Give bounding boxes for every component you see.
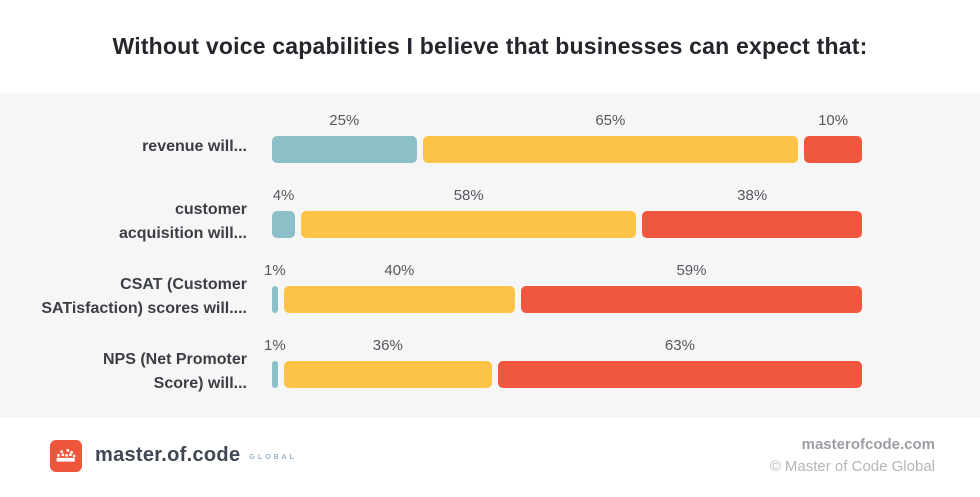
category-label: CSAT (Customer SATisfaction) scores will… (41, 276, 247, 317)
bar-value-label: 40% (384, 262, 415, 279)
footer-credits: masterofcode.com © Master of Code Global (770, 436, 935, 475)
bar-segment-series-2: 65% (422, 112, 799, 163)
bar-value-label: 25% (329, 112, 360, 129)
bar-group: 1% 40% 59% (264, 262, 862, 313)
copyright-text: © Master of Code Global (769, 458, 935, 475)
chart-rows: revenue will... 25% 65% 10% customer acquisi… (0, 109, 980, 409)
bar-segment-series-2: 40% (283, 262, 515, 313)
bar-value-label: 59% (676, 262, 707, 279)
bar-segment-series-3: 63% (497, 337, 862, 388)
bar-group: 25% 65% 10% (272, 112, 862, 163)
bar-segment-series-3: 10% (804, 112, 862, 163)
chart-row: customer acquisition will... 4% 58% 38% (0, 184, 980, 259)
brand-name: master.of.code (95, 444, 241, 466)
bar-group: 1% 36% 63% (264, 337, 862, 388)
bar-segment-series-1: 25% (272, 112, 417, 163)
category-label: customer acquisition will... (118, 201, 247, 242)
bar-value-label: 36% (372, 337, 403, 354)
brand-crown-icon (50, 439, 82, 472)
bar-segment-series-1: 1% (264, 337, 286, 388)
bar-value-label: 38% (737, 187, 768, 204)
bar-value-label: 58% (453, 187, 484, 204)
master-of-code-logo: master.of.code GLOBAL (50, 439, 297, 472)
bar-value-label: 65% (595, 112, 626, 129)
bar-value-label: 10% (818, 112, 849, 129)
chart-row: revenue will... 25% 65% 10% (0, 109, 980, 184)
category-label: revenue will... (142, 137, 247, 155)
bar-segment-series-2: 36% (283, 337, 492, 388)
chart-area: revenue will... 25% 65% 10% customer acquisi… (0, 93, 980, 418)
chart-row: CSAT (Customer SATisfaction) scores will… (0, 259, 980, 334)
category-label: NPS (Net Promoter Score) will... (102, 351, 247, 392)
title-band: Without voice capabilities I believe tha… (0, 0, 980, 93)
website-text: masterofcode.com (801, 436, 935, 453)
bar-value-label: 1% (264, 262, 286, 279)
bar-value-label: 4% (272, 187, 295, 204)
bar-segment-series-3: 38% (642, 187, 862, 238)
chart-row: NPS (Net Promoter Score) will... 1% 36% 63% (0, 334, 980, 409)
bar-segment-series-1: 4% (272, 187, 296, 238)
brand-global-label: GLOBAL (249, 453, 297, 461)
bar-value-label: 63% (664, 337, 695, 354)
bar-segment-series-3: 59% (520, 262, 862, 313)
bar-segment-series-2: 58% (301, 187, 637, 238)
bar-group: 4% 58% 38% (272, 187, 862, 238)
footer: master.of.code GLOBAL masterofcode.com ©… (0, 418, 980, 497)
bar-value-label: 1% (264, 337, 286, 354)
bar-segment-series-1: 1% (264, 262, 286, 313)
chart-title: Without voice capabilities I believe tha… (112, 33, 868, 59)
